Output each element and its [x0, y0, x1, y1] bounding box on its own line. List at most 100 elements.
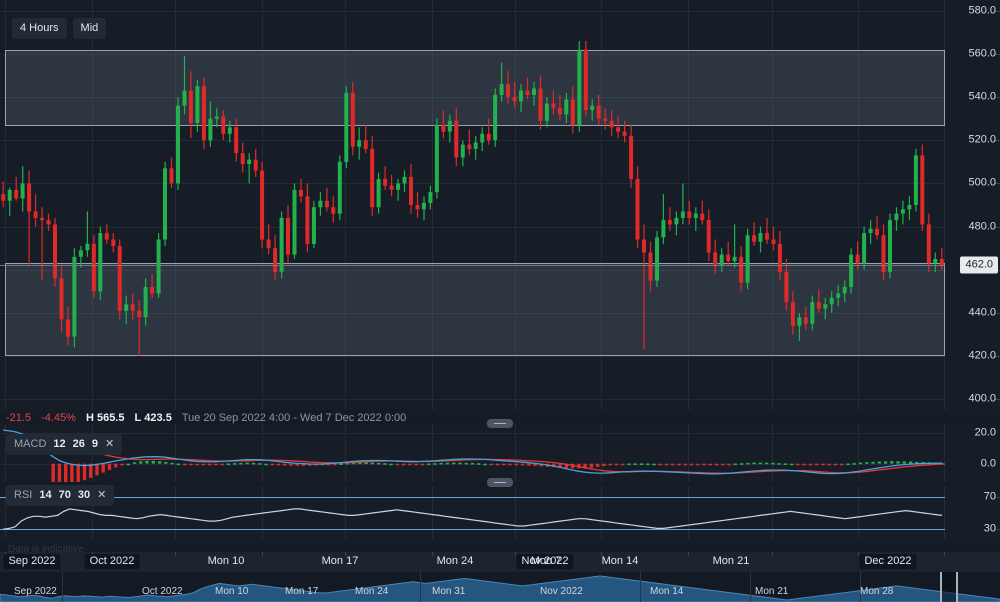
resistance-zone[interactable] — [5, 50, 945, 126]
macd-param-3[interactable]: 9 — [91, 438, 99, 450]
navigator-label: Sep 2022 — [14, 586, 57, 597]
rsi-legend[interactable]: RSI 14 70 30 ✕ — [6, 485, 115, 506]
rsi-resize-handle[interactable] — [487, 478, 513, 487]
price-axis-label: 540.0 — [968, 90, 996, 103]
watermark: Data is indicative — [8, 544, 84, 555]
time-axis-label[interactable]: Mon 14 — [601, 555, 639, 567]
rsi-pane[interactable]: 70 30 — [0, 487, 1000, 539]
rsi-param-3[interactable]: 30 — [77, 489, 91, 501]
rsi-level-line — [0, 529, 945, 530]
time-axis-label[interactable]: Oct 2022 — [84, 554, 140, 569]
rsi-vgridline — [688, 487, 689, 539]
close-icon[interactable]: ✕ — [97, 489, 107, 501]
price-type-chip[interactable]: Mid — [72, 18, 107, 39]
navigator[interactable]: Sep 2022 Oct 2022 Mon 10 Mon 17 Mon 24 Mon 31… — [0, 572, 1000, 602]
macd-vgridline — [772, 424, 773, 482]
time-axis-label[interactable]: Mon 24 — [436, 555, 474, 567]
time-axis-label[interactable]: Nov 2022 — [516, 554, 574, 569]
price-gridline — [0, 54, 945, 55]
macd-vgridline — [515, 424, 516, 482]
time-axis-tick — [262, 552, 263, 556]
macd-series — [3, 429, 945, 482]
price-axis-label: 520.0 — [968, 133, 996, 146]
change-absolute: -21.5 — [6, 412, 32, 424]
current-price-line — [0, 265, 945, 266]
price-vgridline — [5, 0, 6, 410]
macd-axis: 20.0 0.0 — [945, 424, 1000, 482]
navigator-tick — [62, 572, 63, 602]
macd-param-1[interactable]: 12 — [53, 438, 66, 450]
price-pane[interactable]: 580.0560.0540.0520.0500.0480.0460.0440.0… — [0, 0, 1000, 410]
time-axis-label[interactable]: Mon 10 — [207, 555, 245, 567]
rsi-level-line — [0, 497, 945, 498]
time-axis-tick — [944, 552, 945, 556]
navigator-handle-left[interactable] — [940, 572, 942, 602]
rsi-vgridline — [601, 487, 602, 539]
macd-vgridline — [345, 424, 346, 482]
time-axis-label[interactable]: Mon 7 — [530, 555, 562, 567]
navigator-label: Nov 2022 — [540, 586, 583, 597]
macd-legend[interactable]: MACD 12 26 9 ✕ — [6, 434, 123, 455]
rsi-vgridline — [175, 487, 176, 539]
navigator-tick — [750, 572, 751, 602]
time-axis-tick — [772, 552, 773, 556]
price-axis-tick — [995, 54, 1000, 55]
time-axis-tick — [601, 552, 602, 556]
navigator-selection-mask[interactable] — [940, 572, 956, 602]
navigator-label: Mon 31 — [432, 586, 466, 597]
macd-gridline — [0, 433, 945, 434]
macd-param-2[interactable]: 26 — [72, 438, 85, 450]
price-vgridline — [688, 0, 689, 410]
time-axis-tick — [432, 552, 433, 556]
timeframe-chip[interactable]: 4 Hours — [12, 18, 67, 39]
rsi-label: RSI — [14, 489, 33, 501]
price-vgridline — [515, 0, 516, 410]
price-axis-label: 560.0 — [968, 47, 996, 60]
time-axis-tick — [858, 552, 859, 556]
price-gridline — [0, 356, 945, 357]
time-axis-tick — [345, 552, 346, 556]
macd-vgridline — [175, 424, 176, 482]
macd-vgridline — [688, 424, 689, 482]
current-price-tag[interactable]: 462.0 — [960, 256, 998, 274]
navigator-label: Mon 14 — [650, 586, 684, 597]
price-gridline — [0, 11, 945, 12]
price-axis[interactable]: 580.0560.0540.0520.0500.0480.0460.0440.0… — [945, 0, 1000, 410]
macd-vgridline — [601, 424, 602, 482]
close-icon[interactable]: ✕ — [105, 438, 115, 450]
time-axis-label[interactable]: Sep 2022 — [3, 554, 61, 569]
price-axis-tick — [995, 356, 1000, 357]
price-gridline — [0, 313, 945, 314]
rsi-axis-label: 30 — [983, 522, 996, 535]
price-plot-area[interactable] — [0, 0, 945, 410]
rsi-vgridline — [772, 487, 773, 539]
time-axis-label[interactable]: Mon 17 — [321, 555, 359, 567]
rsi-param-2[interactable]: 70 — [58, 489, 71, 501]
price-axis-label: 500.0 — [968, 176, 996, 189]
navigator-handle-right[interactable] — [956, 572, 958, 602]
price-gridline — [0, 227, 945, 228]
navigator-label: Mon 17 — [285, 586, 319, 597]
price-gridline — [0, 140, 945, 141]
macd-pane[interactable]: 20.0 0.0 — [0, 424, 1000, 482]
price-axis-tick — [995, 140, 1000, 141]
time-axis-label[interactable]: Dec 2022 — [859, 554, 917, 569]
macd-resize-handle[interactable] — [487, 419, 513, 428]
macd-plot-area[interactable] — [0, 424, 945, 482]
price-axis-tick — [995, 399, 1000, 400]
rsi-plot-area[interactable] — [0, 487, 945, 539]
time-axis[interactable]: Sep 2022 Oct 2022 Mon 10 Mon 17 Mon 24 Nov 20… — [0, 552, 1000, 572]
navigator-tick — [640, 572, 641, 602]
price-axis-label: 580.0 — [968, 4, 996, 17]
price-axis-tick — [995, 97, 1000, 98]
price-vgridline — [944, 0, 945, 410]
rsi-param-1[interactable]: 14 — [39, 489, 52, 501]
price-vgridline — [175, 0, 176, 410]
price-axis-tick — [995, 183, 1000, 184]
navigator-label: Mon 24 — [355, 586, 389, 597]
time-axis-label[interactable]: Mon 21 — [712, 555, 750, 567]
change-percent: -4.45% — [41, 412, 76, 424]
rsi-vgridline — [515, 487, 516, 539]
chart-toolbar: 4 Hours Mid — [12, 18, 107, 39]
